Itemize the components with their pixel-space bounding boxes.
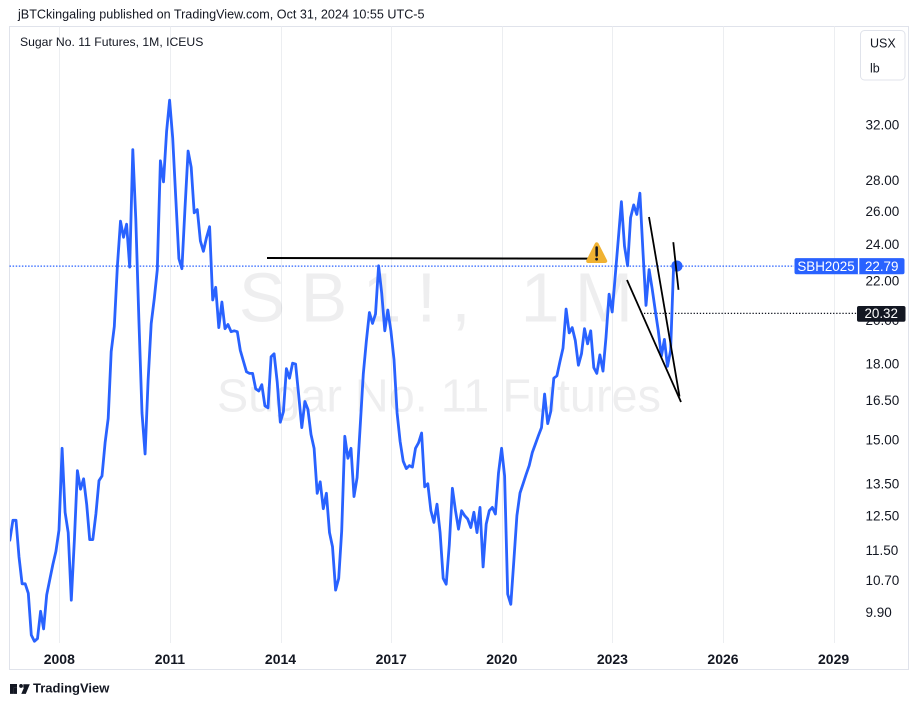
svg-text:SB1!, 1M: SB1!, 1M	[239, 259, 649, 337]
svg-text:Sugar No. 11 Futures: Sugar No. 11 Futures	[217, 370, 661, 422]
svg-text:32.00: 32.00	[866, 118, 900, 133]
svg-text:jBTCkingaling published on Tra: jBTCkingaling published on TradingView.c…	[17, 8, 425, 22]
svg-text:SBH2025: SBH2025	[797, 259, 854, 274]
svg-text:2026: 2026	[707, 651, 738, 667]
svg-text:26.00: 26.00	[866, 204, 900, 219]
svg-text:24.00: 24.00	[866, 237, 900, 252]
svg-text:2020: 2020	[486, 651, 517, 667]
svg-text:22.00: 22.00	[866, 273, 900, 288]
svg-text:2017: 2017	[376, 651, 407, 667]
svg-text:2023: 2023	[597, 651, 628, 667]
svg-text:11.50: 11.50	[866, 543, 899, 558]
svg-text:2029: 2029	[818, 651, 849, 667]
svg-text:TradingView: TradingView	[33, 681, 110, 696]
svg-text:28.00: 28.00	[866, 173, 900, 188]
svg-text:2008: 2008	[44, 651, 75, 667]
svg-text:9.90: 9.90	[866, 605, 892, 620]
svg-text:15.00: 15.00	[866, 433, 900, 448]
svg-text:22.79: 22.79	[865, 259, 899, 274]
svg-text:10.70: 10.70	[866, 573, 900, 588]
svg-text:lb: lb	[870, 62, 880, 76]
svg-text:2011: 2011	[155, 651, 186, 667]
svg-text:13.50: 13.50	[866, 476, 900, 491]
svg-text:2014: 2014	[265, 651, 296, 667]
svg-text:18.00: 18.00	[866, 357, 900, 372]
svg-text:USX: USX	[870, 37, 896, 51]
svg-text:16.50: 16.50	[866, 393, 900, 408]
svg-text:20.32: 20.32	[864, 306, 898, 321]
svg-text:12.50: 12.50	[866, 508, 900, 523]
svg-text:Sugar No. 11 Futures, 1M, ICEU: Sugar No. 11 Futures, 1M, ICEUS	[20, 35, 203, 49]
